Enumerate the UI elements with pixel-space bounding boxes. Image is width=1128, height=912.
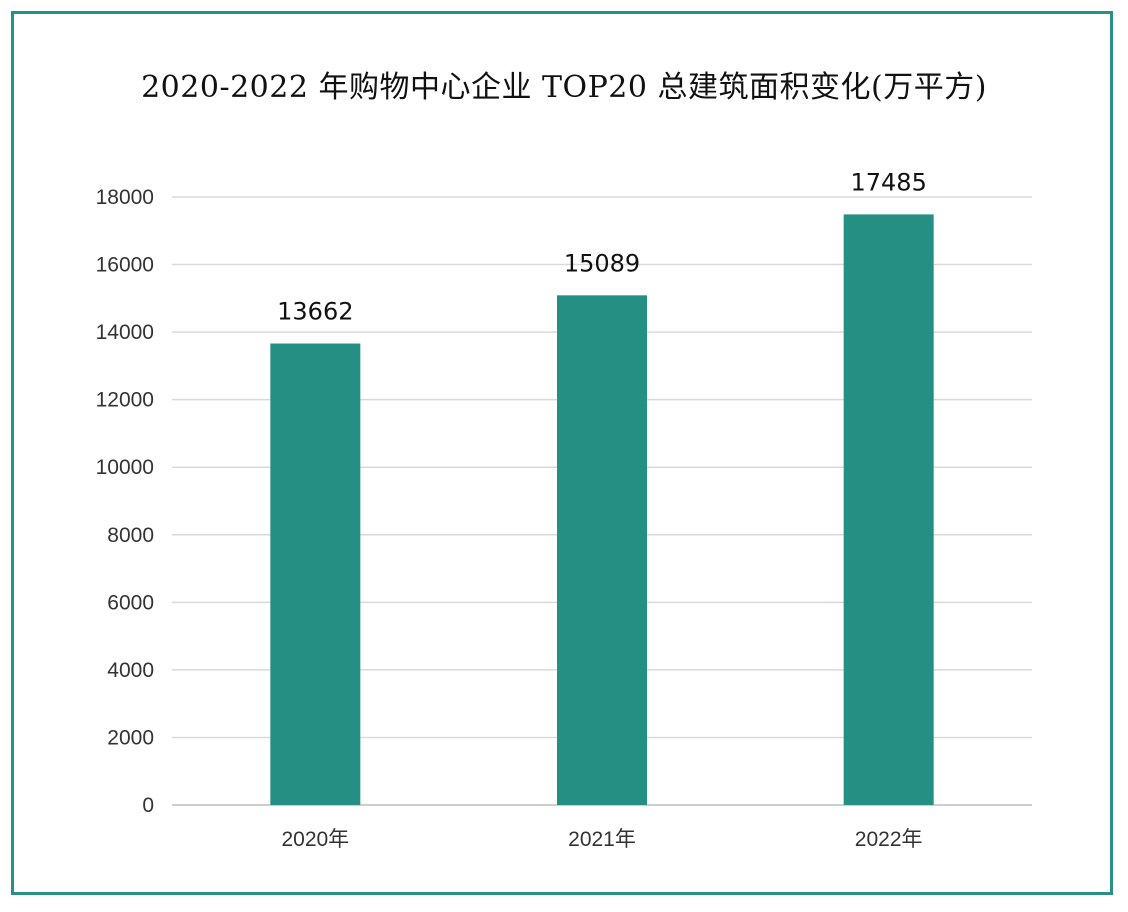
- x-category-label: 2020年: [281, 828, 349, 851]
- y-tick-label: 12000: [96, 389, 154, 412]
- bar-value-label: 17485: [850, 168, 926, 196]
- y-tick-label: 16000: [96, 254, 154, 277]
- bar: [270, 343, 361, 805]
- x-category-label: 2021年: [568, 828, 636, 851]
- y-tick-label: 18000: [96, 186, 154, 209]
- bar-value-label: 15089: [564, 249, 640, 277]
- x-category-label: 2022年: [855, 828, 923, 851]
- bar-value-label: 13662: [277, 298, 353, 326]
- chart-title: 2020-2022 年购物中心企业 TOP20 总建筑面积变化(万平方): [141, 70, 987, 105]
- y-tick-label: 2000: [107, 726, 154, 749]
- y-axis-ticks: 0 2000 4000 6000 8000 10000 12000 14000 16000 180…: [96, 186, 154, 817]
- y-tick-label: 14000: [96, 321, 154, 344]
- y-tick-label: 0: [142, 794, 154, 817]
- bars: [270, 214, 934, 805]
- x-axis-labels: 2020年 2021年 2022年: [281, 828, 922, 851]
- bar: [843, 214, 934, 805]
- y-tick-label: 4000: [107, 659, 154, 682]
- y-tick-label: 10000: [96, 456, 154, 479]
- y-tick-label: 6000: [107, 591, 154, 614]
- data-labels: 13662 15089 17485: [277, 168, 927, 325]
- bar: [557, 295, 647, 805]
- y-tick-label: 8000: [107, 524, 154, 547]
